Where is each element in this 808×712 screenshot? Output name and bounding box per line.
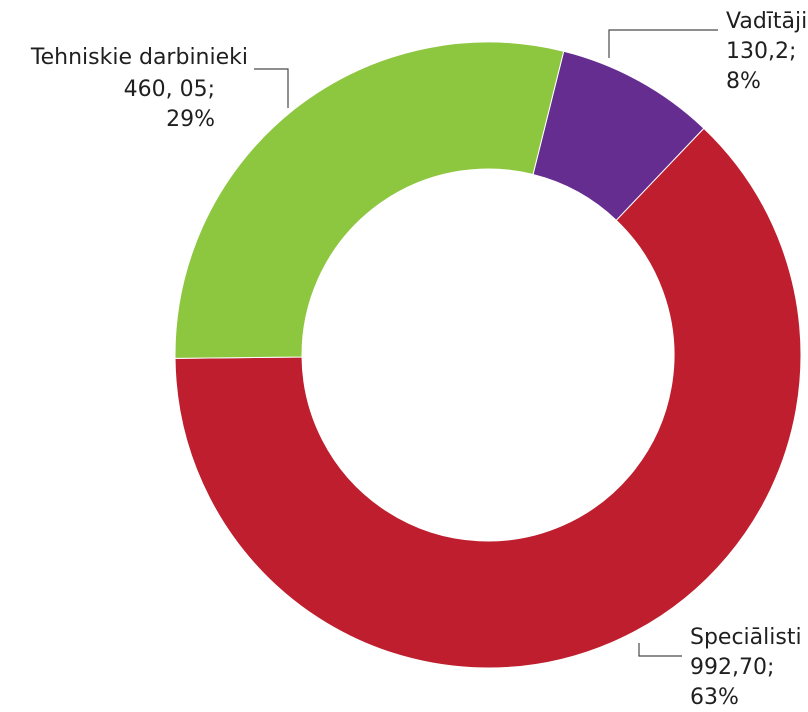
slice-label-tehniskie: Tehniskie darbinieki 460, 05; 29% — [30, 45, 248, 132]
slice-label-vaditaji: Vadītāji 130,2; 8% — [726, 9, 807, 94]
slice-speciālisti — [174, 127, 802, 669]
slice-label-vaditaji-value: 130,2; — [726, 39, 796, 64]
slice-label-tehniskie-percent: 29% — [166, 107, 215, 132]
slice-label-vaditaji-name: Vadītāji — [726, 9, 807, 34]
slices-layer — [174, 41, 802, 669]
slice-tehniskie-darbinieki — [174, 41, 565, 359]
slice-label-tehniskie-value: 460, 05; — [124, 77, 215, 102]
slice-label-specialisti-value: 992,70; — [690, 655, 774, 680]
slice-label-specialisti-percent: 63% — [690, 685, 739, 710]
leader-lines-layer — [254, 29, 718, 657]
leader-line-specialisti — [638, 643, 682, 657]
slice-label-specialisti: Speciālisti 992,70; 63% — [690, 625, 802, 710]
leader-line-vaditaji — [608, 29, 718, 58]
slice-label-tehniskie-name: Tehniskie darbinieki — [30, 45, 248, 70]
leader-line-tehniskie — [254, 68, 289, 108]
slice-label-vaditaji-percent: 8% — [726, 69, 761, 94]
slice-label-specialisti-name: Speciālisti — [690, 625, 802, 650]
